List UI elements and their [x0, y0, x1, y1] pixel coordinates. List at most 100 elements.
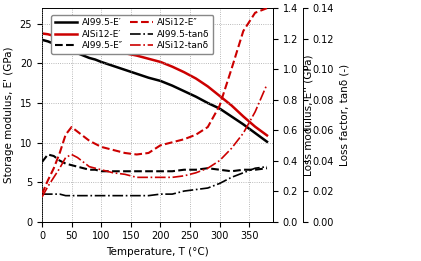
Al99.5-E'' — [146, 170, 151, 173]
Al99.5-E' — [93, 58, 98, 61]
Al99.5-tanδ — [99, 194, 104, 197]
AlSi12-E'' — [241, 29, 246, 33]
Al99.5-E' — [146, 76, 151, 79]
AlSi12-E' — [69, 38, 74, 41]
Al99.5-E' — [99, 60, 104, 63]
AlSi12-tanδ — [81, 161, 86, 164]
Line: Al99.5-E': Al99.5-E' — [42, 40, 267, 142]
AlSi12-E' — [110, 49, 115, 52]
AlSi12-tanδ — [229, 147, 234, 150]
AlSi12-E'' — [45, 179, 51, 182]
AlSi12-E' — [264, 134, 269, 137]
AlSi12-E'' — [93, 142, 98, 145]
AlSi12-E' — [253, 125, 258, 128]
AlSi12-tanδ — [241, 132, 246, 135]
Al99.5-tanδ — [69, 194, 74, 197]
AlSi12-E' — [93, 45, 98, 48]
Al99.5-tanδ — [75, 194, 80, 197]
Al99.5-tanδ — [123, 194, 128, 197]
Al99.5-E' — [57, 45, 62, 48]
Line: Al99.5-tanδ: Al99.5-tanδ — [42, 167, 267, 196]
Al99.5-E'' — [123, 170, 128, 173]
AlSi12-E'' — [75, 130, 80, 133]
X-axis label: Temperature, T (°C): Temperature, T (°C) — [106, 247, 209, 257]
AlSi12-E' — [57, 36, 62, 39]
Al99.5-tanδ — [181, 189, 187, 193]
AlSi12-tanδ — [134, 176, 139, 179]
Line: AlSi12-E': AlSi12-E' — [42, 33, 267, 135]
Al99.5-tanδ — [110, 194, 115, 197]
AlSi12-tanδ — [110, 171, 115, 174]
AlSi12-tanδ — [170, 176, 175, 179]
AlSi12-tanδ — [57, 167, 62, 170]
AlSi12-E' — [205, 85, 210, 88]
AlSi12-E' — [146, 57, 151, 60]
AlSi12-E' — [123, 52, 128, 55]
Al99.5-E' — [264, 140, 269, 143]
Al99.5-E'' — [134, 170, 139, 173]
Legend: Al99.5-E′, AlSi12-E′, Al99.5-E″, AlSi12-E″, Al99.5-tanδ, AlSi12-tanδ: Al99.5-E′, AlSi12-E′, Al99.5-E″, AlSi12-… — [51, 15, 213, 54]
Al99.5-E' — [229, 115, 234, 118]
Al99.5-E'' — [229, 170, 234, 173]
AlSi12-E'' — [40, 193, 45, 196]
AlSi12-E' — [63, 37, 68, 40]
AlSi12-E'' — [229, 68, 234, 71]
Al99.5-E'' — [264, 167, 269, 170]
Al99.5-E' — [253, 132, 258, 135]
Al99.5-E' — [134, 72, 139, 75]
Al99.5-E' — [193, 95, 198, 98]
AlSi12-E'' — [205, 126, 210, 129]
AlSi12-tanδ — [264, 83, 269, 86]
AlSi12-E'' — [146, 151, 151, 155]
AlSi12-E' — [134, 54, 139, 57]
Line: Al99.5-E'': Al99.5-E'' — [42, 155, 267, 171]
AlSi12-E' — [87, 43, 92, 46]
Al99.5-E'' — [69, 164, 74, 167]
AlSi12-E'' — [253, 11, 258, 14]
Al99.5-tanδ — [87, 194, 92, 197]
AlSi12-E'' — [69, 126, 74, 129]
Al99.5-E'' — [170, 170, 175, 173]
AlSi12-E' — [229, 104, 234, 107]
Al99.5-E' — [87, 56, 92, 60]
AlSi12-tanδ — [99, 168, 104, 171]
Al99.5-E' — [205, 102, 210, 105]
AlSi12-E' — [51, 34, 56, 37]
AlSi12-tanδ — [193, 171, 198, 174]
AlSi12-E' — [45, 33, 51, 36]
Al99.5-tanδ — [241, 171, 246, 174]
AlSi12-tanδ — [69, 153, 74, 156]
AlSi12-E'' — [264, 7, 269, 10]
AlSi12-tanδ — [205, 167, 210, 170]
Al99.5-tanδ — [170, 193, 175, 196]
Al99.5-E' — [63, 47, 68, 50]
Al99.5-E' — [170, 84, 175, 87]
Y-axis label: Loss modulus, E'' (GPa): Loss modulus, E'' (GPa) — [304, 54, 314, 176]
Line: AlSi12-E'': AlSi12-E'' — [42, 8, 267, 194]
AlSi12-E'' — [170, 141, 175, 144]
AlSi12-E'' — [110, 148, 115, 151]
Al99.5-tanδ — [229, 176, 234, 179]
AlSi12-tanδ — [123, 173, 128, 176]
Al99.5-tanδ — [158, 193, 163, 196]
Al99.5-tanδ — [253, 167, 258, 170]
Y-axis label: Storage modulus, E' (GPa): Storage modulus, E' (GPa) — [4, 47, 14, 183]
AlSi12-E' — [241, 115, 246, 118]
Al99.5-E'' — [81, 167, 86, 170]
AlSi12-E'' — [81, 135, 86, 138]
AlSi12-E' — [217, 94, 222, 97]
AlSi12-E' — [81, 41, 86, 45]
Al99.5-tanδ — [45, 193, 51, 196]
AlSi12-E' — [40, 32, 45, 35]
Al99.5-tanδ — [40, 193, 45, 196]
Al99.5-E'' — [241, 168, 246, 171]
Line: AlSi12-tanδ: AlSi12-tanδ — [42, 84, 267, 197]
Al99.5-E' — [241, 123, 246, 126]
Al99.5-E'' — [45, 153, 51, 156]
AlSi12-tanδ — [146, 176, 151, 179]
Al99.5-E' — [181, 90, 187, 93]
AlSi12-tanδ — [45, 185, 51, 188]
AlSi12-E' — [170, 65, 175, 68]
Al99.5-E' — [110, 64, 115, 67]
Al99.5-E'' — [158, 170, 163, 173]
